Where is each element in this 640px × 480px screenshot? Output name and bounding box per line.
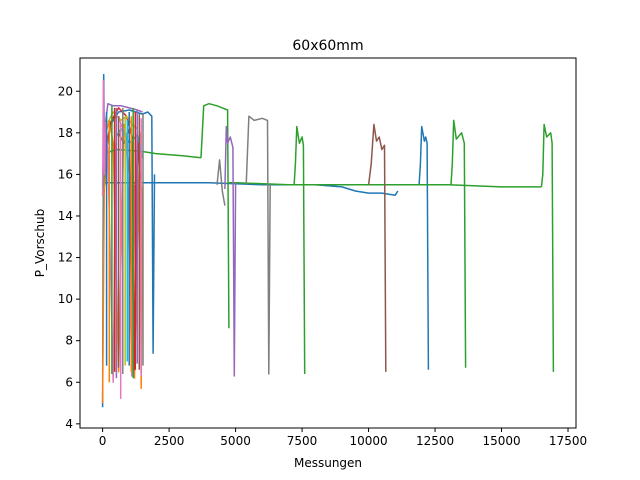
series-line-5 [200,102,230,329]
x-tick-label: 7500 [287,434,318,448]
series-line-9 [540,123,555,372]
series-line-1 [105,181,399,196]
series-line-2 [418,125,430,370]
y-tick-label: 4 [65,417,73,431]
series-line-18 [245,115,271,375]
chart-title: 60x60mm [292,38,363,54]
y-tick-label: 18 [58,126,73,140]
y-axis: 4 6 8 10 12 14 16 18 20 [58,84,80,431]
x-axis: 0 2500 5000 7500 10000 12500 15000 17500 [99,428,587,448]
series-line-17 [216,159,226,206]
y-tick-label: 12 [58,251,73,265]
x-tick-label: 2500 [154,434,185,448]
x-tick-label: 10000 [349,434,387,448]
series-line-7 [293,125,306,375]
series-line-6 [228,181,542,188]
x-tick-label: 5000 [220,434,251,448]
plot-frame [79,57,577,429]
x-tick-label: 0 [99,434,107,448]
y-tick-label: 10 [58,292,73,306]
y-tick-label: 20 [58,84,73,98]
series-line-8 [450,119,467,368]
plot-area-background [80,58,576,428]
y-tick-label: 8 [65,334,73,348]
y-tick-label: 14 [58,209,73,223]
x-tick-label: 17500 [549,434,587,448]
y-tick-label: 16 [58,167,73,181]
y-tick-label: 6 [65,375,73,389]
x-tick-label: 15000 [482,434,520,448]
series-line-14 [367,123,387,372]
series-line-11 [101,102,143,185]
x-tick-label: 12500 [416,434,454,448]
x-axis-label: Messungen [294,456,362,470]
series-group [101,73,555,408]
series-line-12 [224,125,237,377]
y-axis-label: P_Vorschub [33,209,47,277]
series-line-15 [101,80,117,384]
